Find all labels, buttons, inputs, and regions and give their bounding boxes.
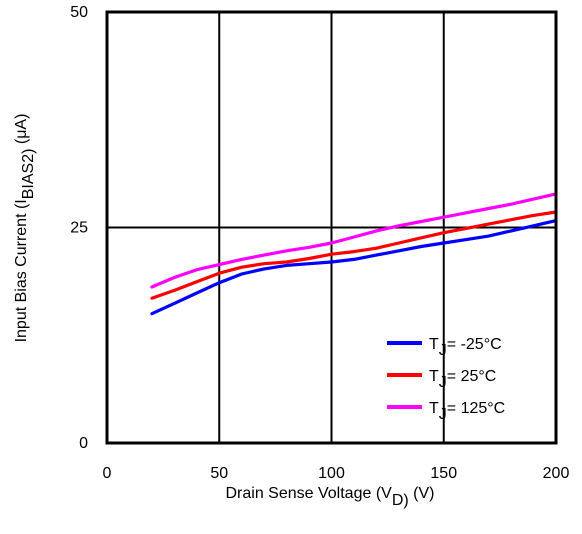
- legend-label: TJ= 125°C: [429, 400, 505, 423]
- legend-label-value: = 25°C: [447, 368, 497, 385]
- legend-label-value: = 125°C: [447, 400, 505, 417]
- x-axis-title: Drain Sense Voltage (VD) (V): [226, 485, 435, 509]
- x-axis-title-main: Drain Sense Voltage (V: [226, 485, 393, 502]
- y-axis-title: Input Bias Current (IBIAS2) (μA): [13, 114, 37, 343]
- series-line-3: [150, 192, 558, 289]
- series-line-1: [150, 219, 558, 316]
- legend-label-main: T: [429, 336, 439, 353]
- x-tick-label: 150: [430, 465, 457, 482]
- x-tick-label: 200: [543, 465, 570, 482]
- legend-item: TJ= 25°C: [387, 368, 496, 391]
- x-tick-label: 50: [210, 465, 228, 482]
- legend-label-value: = -25°C: [447, 336, 502, 353]
- y-axis-title-subscript: BIAS2): [20, 149, 37, 200]
- legend: TJ= -25°CTJ= 25°CTJ= 125°C: [387, 336, 505, 423]
- y-axis-title-unit: (μA): [13, 114, 30, 149]
- series-line-2: [150, 210, 558, 300]
- x-axis-ticks: 0 50 100 150 200: [103, 465, 570, 482]
- grid: [107, 12, 556, 443]
- y-axis-title-main: Input Bias Current (I: [13, 199, 30, 342]
- legend-label-subscript: J: [439, 342, 447, 359]
- legend-item: TJ= 125°C: [387, 400, 505, 423]
- x-axis-title-subscript: D): [392, 492, 409, 509]
- legend-label-main: T: [429, 368, 439, 385]
- x-tick-label: 100: [318, 465, 345, 482]
- legend-label-main: T: [429, 400, 439, 417]
- legend-label: TJ= 25°C: [429, 368, 496, 391]
- y-axis-ticks: 0 25 50: [70, 4, 88, 452]
- x-axis-title-unit: (V): [409, 485, 435, 502]
- legend-item: TJ= -25°C: [387, 336, 502, 359]
- legend-label-subscript: J: [439, 406, 447, 423]
- x-tick-label: 0: [103, 465, 112, 482]
- y-tick-label: 50: [70, 4, 88, 21]
- legend-label: TJ= -25°C: [429, 336, 502, 359]
- series-lines: [150, 192, 558, 316]
- plot-border: [105, 10, 558, 445]
- y-tick-label: 0: [79, 435, 88, 452]
- legend-label-subscript: J: [439, 374, 447, 391]
- y-tick-label: 25: [70, 220, 88, 237]
